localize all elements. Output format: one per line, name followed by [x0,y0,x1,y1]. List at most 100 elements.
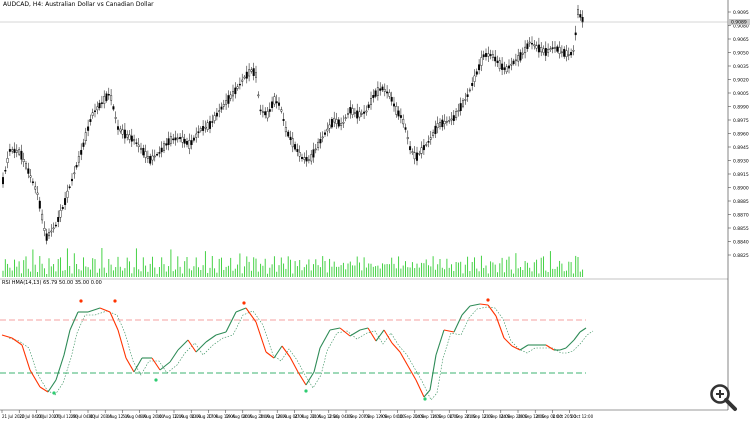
candle-body [411,151,414,153]
candle-body [231,91,234,97]
candle-body [149,156,152,164]
candle-body [188,140,191,149]
rsi-main-segment [429,354,437,391]
candle-body [36,192,39,195]
candle-body [183,138,186,144]
rsi-main-segment [319,329,331,349]
candle-body [409,146,412,151]
rsi-signal-line [8,306,594,401]
candle-body [27,168,30,174]
candle-body [287,131,290,137]
candle-body [22,159,25,163]
candle-body [386,91,389,94]
rsi-main-segment [349,329,361,337]
candle-body [324,132,327,135]
candle-body [390,96,393,102]
candle-body [259,109,262,112]
candle-body [114,117,117,119]
candle-body [565,50,568,58]
candle-body [73,172,76,175]
candle-body [321,136,324,139]
price-tick-label: 0.8885 [733,199,749,205]
candle-body [135,142,138,144]
price-tick-label: 0.8975 [733,118,749,124]
candle-body [142,147,145,156]
candle-body [144,151,147,158]
rsi-main-segment [511,345,521,351]
current-price-box [729,19,750,25]
rsi-main-segment [339,327,351,337]
candle-body [248,69,251,77]
candle-body [153,155,156,158]
candle-body [45,233,48,241]
candle-body [333,117,336,123]
candle-body [429,137,432,140]
candle-body [317,141,320,148]
candle-body [167,138,170,146]
candle-body [537,44,540,53]
rsi-main-segment [297,371,307,386]
candle-body [356,110,359,119]
candle-body [303,157,306,160]
candle-body [312,149,315,158]
rsi-main-segment [415,379,425,398]
candle-body [38,200,41,209]
candle-body [579,14,582,18]
rsi-main-segment [47,379,57,393]
candle-body [310,154,313,162]
candle-body [466,94,469,97]
candle-body [402,119,405,125]
candle-body [121,129,124,135]
rsi-main-segment [545,344,555,351]
candle-body [563,48,566,57]
price-tick-label: 0.8900 [733,185,749,191]
time-tick-label: 23 Jul 20:00 [36,414,60,419]
zoom-button[interactable] [708,382,738,412]
candle-body [319,138,322,144]
price-tick-label: 0.9020 [733,77,749,83]
rsi-main-segment [391,342,401,353]
candle-body [211,121,214,123]
candle-body [526,43,529,49]
candle-body [34,186,37,190]
time-tick-label: 16 Sep 04:00 [432,414,459,419]
candle-body [383,89,386,92]
rsi-main-segment [205,334,217,343]
candle-body [328,124,331,129]
candle-body [202,126,205,131]
candle-body [558,47,561,54]
candle-body [524,46,527,54]
time-tick-label: 29 Jul 04:00 [71,414,95,419]
rsi-main-segment [55,354,65,381]
time-tick-label: 10 Aug 12:00 [157,414,184,419]
candle-body [15,150,18,153]
rsi-main-segment [245,307,257,323]
candle-body [100,102,103,104]
candle-body [151,155,154,161]
time-tick-label: 2 Sep 04:00 [329,414,354,419]
rsi-main-segment [39,386,49,393]
candle-body [52,227,55,230]
candle-body [425,144,428,146]
rsi-main-segment [11,337,23,346]
rsi-lines [1,303,594,401]
time-tick-label: 10 Sep 20:00 [398,414,425,419]
rsi-main-segment [125,357,135,373]
candle-body [165,143,168,146]
candle-body [282,119,285,121]
candle-body [510,63,513,66]
candle-body [448,120,451,122]
time-tick-label: 21 Sep 12:00 [466,414,493,419]
candle-body [158,152,161,154]
candle-body [222,104,225,107]
candle-body [491,54,494,58]
candle-body [64,198,67,205]
price-tick-label: 0.8990 [733,104,749,110]
rsi-main-segment [21,344,31,371]
candle-body [498,60,501,69]
rsi-main-segment [367,327,377,342]
candle-body [245,71,248,79]
time-tick-label: 17 Sep 20:00 [449,414,476,419]
